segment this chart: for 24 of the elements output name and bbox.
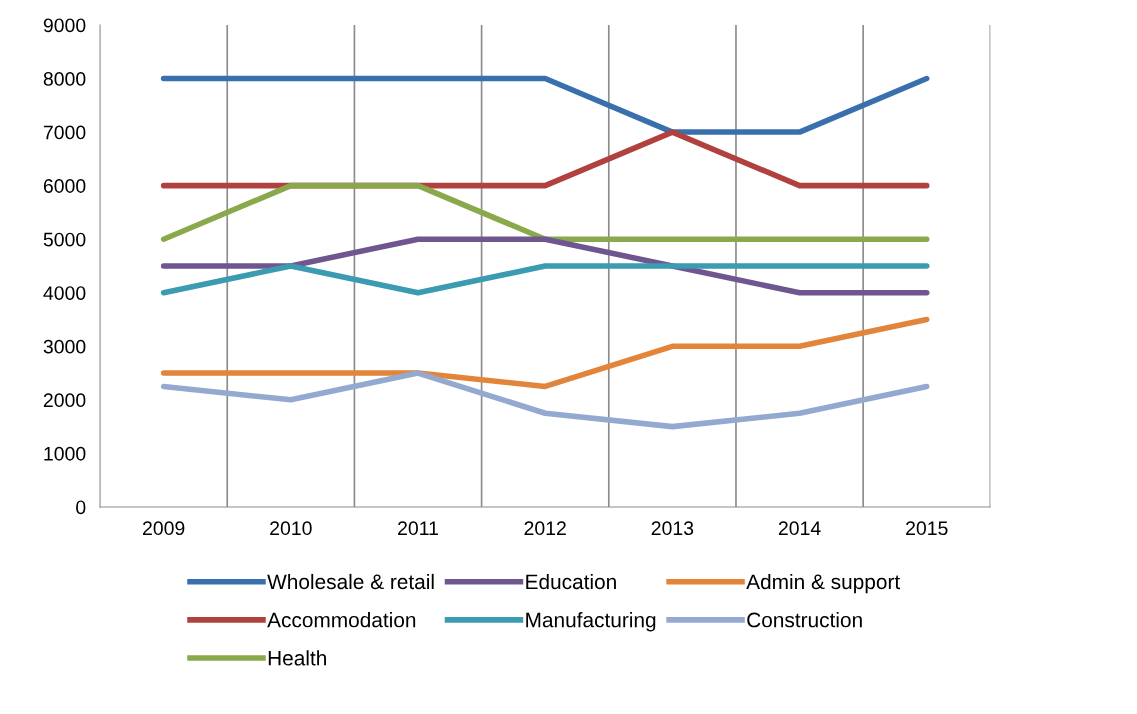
y-tick-label: 4000 [43,286,86,300]
x-tick-label: 2015 [906,521,948,536]
legend-label: Manufacturing [526,612,656,632]
legend-label: Education [526,573,616,590]
x-tick-label: 2011 [398,521,438,536]
y-tick-label: 7000 [43,125,86,140]
y-tick-label: 0 [76,500,86,515]
y-tick-label: 8000 [43,72,86,86]
x-tick-label: 2009 [143,521,185,536]
legend-label: Accommodation [267,612,416,628]
y-tick-label: 9000 [43,18,86,33]
y-tick-label: 2000 [43,393,86,408]
y-tick-label: 3000 [43,339,86,354]
legend-label: Wholesale & retail [267,573,434,590]
y-tick-label: 6000 [43,179,86,193]
y-tick-label: 5000 [43,232,86,247]
y-tick-label: 1000 [44,446,86,461]
x-tick-label: 2013 [651,521,694,536]
legend-label: Health [268,650,326,666]
x-tick-label: 2014 [778,521,821,536]
legend-label: Construction [747,612,862,628]
x-tick-label: 2010 [270,521,312,536]
legend-label: Admin & support [746,573,901,594]
x-tick-label: 2012 [524,521,566,536]
